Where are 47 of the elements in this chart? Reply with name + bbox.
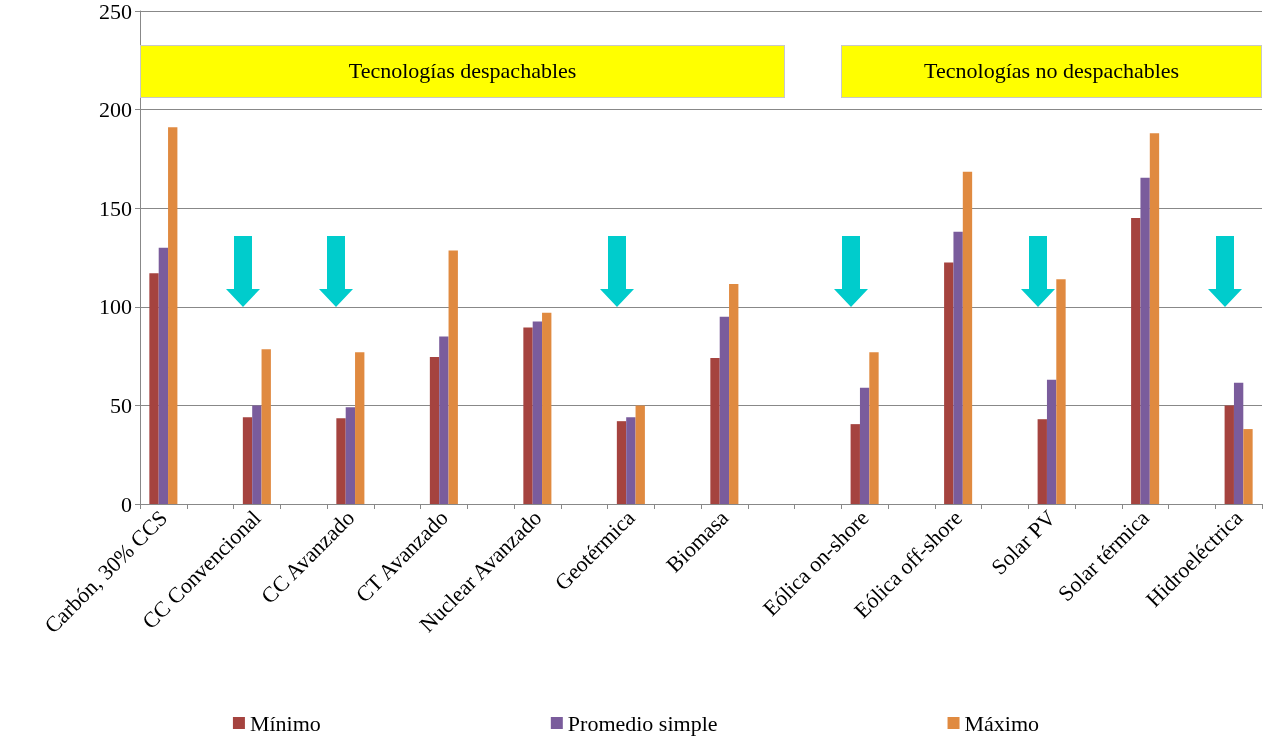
bar [953,231,963,504]
bar [616,421,627,504]
bar [355,352,365,504]
bar [532,321,543,504]
legend-label: Mínimo [249,710,321,736]
bar [1046,379,1057,504]
bar [1224,405,1234,504]
bar [944,262,954,504]
y-tick-label: 100 [99,294,132,320]
bar [1056,279,1066,504]
legend-label: Máximo [964,710,1040,736]
bar [336,418,346,504]
y-tick-label: 50 [110,392,132,418]
bar [710,358,720,504]
bar [523,327,533,504]
bar [542,312,552,504]
legend-label: Promedio simple [567,710,718,736]
bar [1233,382,1244,504]
bar [859,387,870,504]
bar [1243,429,1253,504]
bar [850,424,860,504]
bar [1037,419,1047,504]
bar [729,284,739,504]
bar [345,407,356,504]
bar [429,357,440,504]
bar [869,352,879,504]
bar [439,336,449,504]
y-tick-label: 200 [99,97,132,123]
bar [448,250,458,504]
bar [1131,218,1141,504]
bar [261,349,271,504]
bar [149,273,159,504]
bar [242,417,253,504]
y-tick-label: 250 [99,0,132,24]
bar [962,171,973,504]
bar [1149,133,1160,504]
bar [626,417,636,504]
bar [158,247,169,504]
banner: Tecnologías no despachables [841,44,1262,98]
y-tick-label: 150 [99,195,132,221]
banner: Tecnologías despachables [140,44,786,98]
bar [719,316,730,504]
bar [168,127,178,504]
bar [1140,177,1150,504]
bar [635,405,645,504]
y-tick-label: 0 [121,491,132,517]
bar [252,405,262,504]
